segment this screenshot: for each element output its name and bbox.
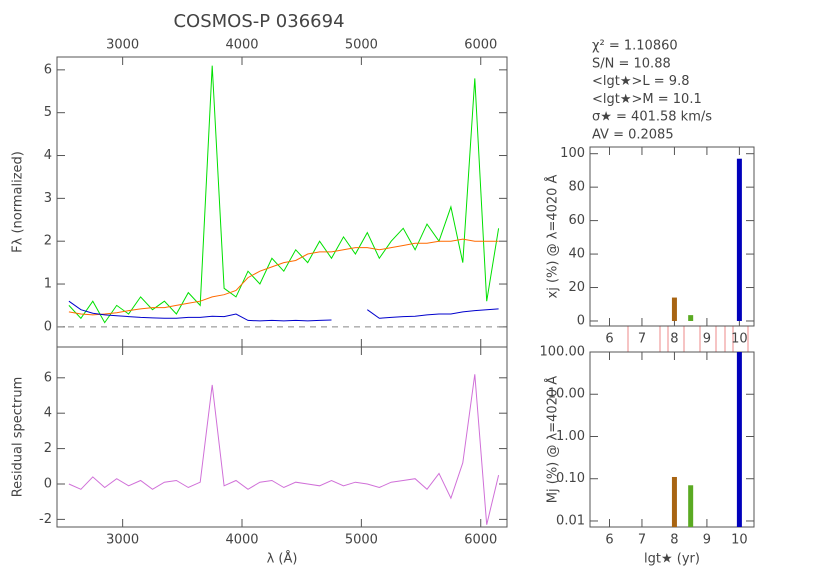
y-tick-label: 1 (44, 277, 52, 292)
spectrum-line (68, 238, 499, 316)
bar (688, 485, 694, 527)
x-tick-label: 10 (731, 332, 748, 347)
y-axis-label: xj (%) @ λ=4020 Å (545, 174, 561, 298)
fit-statistic: χ² = 1.10860 (592, 39, 678, 54)
y-axis-label: Fλ (normalized) (11, 151, 26, 253)
x-tick-label: 7 (638, 533, 646, 548)
y-tick-label: 0 (577, 313, 585, 328)
bar (688, 315, 694, 321)
y-tick-label: 6 (44, 370, 52, 385)
x-tick-label: 6 (605, 533, 613, 548)
fit-statistic: <lgt★>M = 10.1 (592, 92, 702, 107)
x-tick-label: 3000 (106, 533, 139, 548)
x-tick-label: 4000 (225, 38, 258, 53)
x-tick-label: 7 (638, 332, 646, 347)
bar (671, 476, 677, 527)
figure-title: COSMOS-P 036694 (173, 11, 344, 32)
y-tick-label: 0 (44, 476, 52, 491)
y-tick-label: 0 (44, 319, 52, 334)
spectrum-line (68, 300, 499, 322)
fit-statistic: S/N = 10.88 (592, 56, 671, 71)
y-axis-label: Residual spectrum (11, 377, 26, 498)
y-tick-label: 0.10 (556, 471, 585, 486)
x-tick-label: 8 (670, 332, 678, 347)
x-tick-label: 3000 (106, 38, 139, 53)
y-tick-label: 4 (44, 148, 52, 163)
x-tick-label: 10 (731, 533, 748, 548)
x-tick-label: 9 (703, 533, 711, 548)
x-axis-label: lgt★ (yr) (644, 552, 700, 567)
y-tick-label: 4 (44, 406, 52, 421)
y-tick-label: 0.01 (556, 513, 585, 528)
y-axis-label: Mj (%) @ λ=4020 Å (545, 376, 561, 504)
plot-frame (56, 56, 508, 348)
x-tick-label: 6000 (464, 38, 497, 53)
y-tick-label: 20 (568, 280, 585, 295)
plot-frame (589, 146, 755, 327)
fit-statistic: AV = 0.2085 (592, 128, 674, 143)
x-tick-label: 5000 (345, 533, 378, 548)
x-tick-label: 5000 (345, 38, 378, 53)
spectrum-line (68, 374, 500, 525)
x-tick-label: 6 (605, 332, 613, 347)
y-tick-label: 40 (568, 247, 585, 262)
x-tick-label: 4000 (225, 533, 258, 548)
y-tick-label: 60 (568, 213, 585, 228)
y-tick-label: 100 (560, 146, 585, 161)
y-tick-label: 6 (44, 62, 52, 77)
y-tick-label: 2 (44, 234, 52, 249)
y-tick-label: 1.00 (556, 429, 585, 444)
fit-statistic: <lgt★>L = 9.8 (592, 74, 689, 89)
y-tick-label: 80 (568, 180, 585, 195)
age-bin-lines (627, 326, 749, 352)
fit-statistic: σ★ = 401.58 km/s (592, 110, 712, 125)
x-tick-label: 9 (703, 332, 711, 347)
y-tick-label: 3 (44, 191, 52, 206)
y-tick-label: -2 (39, 512, 52, 527)
x-axis-label: λ (Å) (267, 551, 298, 567)
plot-frame (56, 346, 508, 528)
spectrum-line (68, 65, 500, 324)
x-tick-label: 8 (670, 533, 678, 548)
y-tick-label: 10.00 (548, 387, 585, 402)
y-tick-label: 5 (44, 105, 52, 120)
x-tick-label: 6000 (464, 533, 497, 548)
y-tick-label: 2 (44, 441, 52, 456)
y-tick-label: 100.00 (540, 345, 586, 360)
bar (736, 158, 742, 321)
bar (736, 352, 742, 527)
bar (671, 297, 677, 321)
